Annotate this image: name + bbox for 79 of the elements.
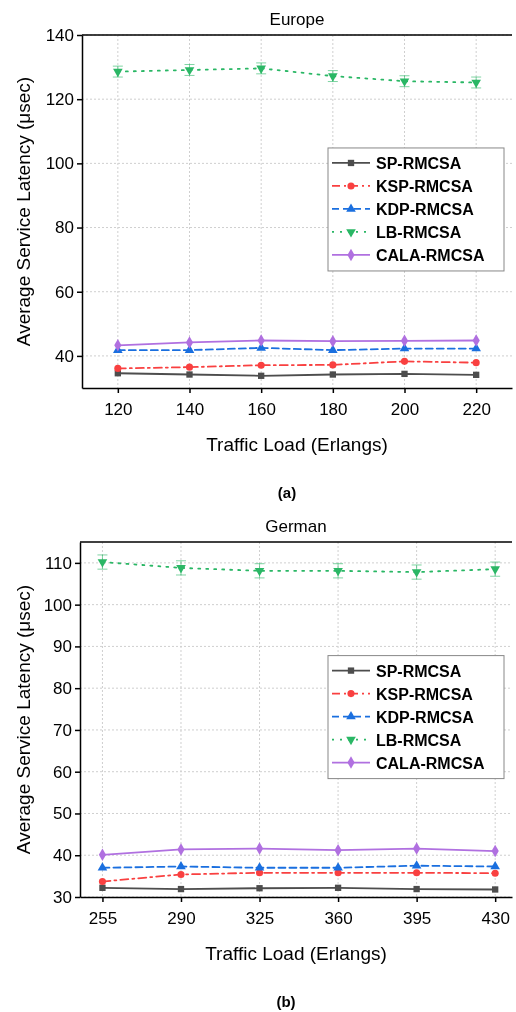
point (176, 860, 186, 870)
point (473, 371, 480, 379)
point (328, 344, 338, 353)
point (114, 364, 122, 372)
point (254, 862, 265, 871)
y-tick-label: 90 (53, 637, 72, 657)
legend-label: KDP-RMCSA (376, 200, 475, 218)
point (258, 372, 265, 379)
legend-label: CALA-RMCSA (376, 754, 485, 772)
x-tick-label: 395 (402, 908, 432, 928)
text: (a) (277, 484, 297, 501)
y-axis-title: Average Service Latency (μsec) (13, 584, 34, 855)
legend-label: LB-RMCSA (376, 731, 462, 749)
y-tick-label: 50 (53, 804, 72, 824)
x-tick-label: 325 (245, 908, 275, 928)
point (98, 877, 107, 886)
point (413, 885, 420, 893)
point (254, 568, 265, 577)
y-tick-label: 30 (53, 887, 72, 907)
x-tick-label: 180 (319, 399, 348, 419)
legend-label: KSP-RMCSA (376, 685, 474, 703)
point (333, 862, 343, 871)
point (177, 885, 185, 893)
y-tick-label: 100 (43, 595, 72, 615)
y-tick-label: 60 (55, 282, 74, 302)
x-tick-label: 220 (462, 399, 491, 419)
point (97, 862, 108, 871)
y-tick-label: 80 (53, 679, 72, 699)
y-tick-label: 140 (45, 25, 74, 45)
x-tick-label: 120 (104, 399, 133, 419)
chart-title: Europe (269, 10, 325, 29)
legend-label: LB-RMCSA (376, 223, 462, 241)
x-tick-label: 430 (481, 908, 510, 928)
point (400, 357, 409, 365)
point (186, 371, 193, 378)
y-tick-label: 110 (44, 553, 72, 573)
point (177, 870, 185, 879)
legend-label: KDP-RMCSA (376, 708, 475, 726)
y-tick-label: 100 (45, 154, 74, 174)
point (413, 869, 421, 877)
y-tick-label: 60 (53, 762, 72, 782)
point (185, 363, 194, 371)
x-tick-label: 290 (167, 908, 196, 928)
point (329, 371, 336, 378)
legend-label: KSP-RMCSA (376, 177, 474, 195)
point (176, 565, 186, 574)
point (491, 869, 499, 877)
y-tick-label: 70 (53, 720, 72, 740)
point (401, 370, 408, 378)
point (257, 361, 265, 369)
x-tick-label: 200 (390, 399, 420, 419)
point (97, 559, 108, 568)
point (256, 885, 263, 892)
point (490, 566, 500, 575)
y-axis-title: Average Service Latency (μsec) (13, 76, 34, 347)
chart-title: German (265, 517, 327, 536)
legend-label: SP-RMCSA (376, 662, 462, 680)
legend-label: SP-RMCSA (376, 154, 462, 172)
y-tick-label: 40 (53, 846, 72, 866)
y-tick-label: 40 (55, 346, 74, 366)
x-tick-label: 160 (247, 399, 276, 419)
point (411, 860, 422, 869)
x-tick-label: 255 (88, 908, 118, 928)
x-axis-title: Traffic Load (Erlangs) (206, 434, 388, 455)
x-tick-label: 140 (175, 399, 205, 419)
text: (b) (276, 993, 296, 1010)
point (492, 886, 499, 893)
y-tick-label: 80 (55, 218, 74, 238)
x-axis-title: Traffic Load (Erlangs) (205, 943, 387, 964)
y-tick-label: 120 (45, 90, 74, 110)
point (490, 860, 500, 870)
point (334, 884, 342, 891)
point (333, 568, 343, 577)
legend-label: CALA-RMCSA (376, 246, 485, 264)
point (99, 884, 106, 891)
point (329, 361, 337, 369)
point (472, 359, 480, 367)
point (411, 569, 422, 578)
x-tick-label: 360 (324, 908, 353, 928)
